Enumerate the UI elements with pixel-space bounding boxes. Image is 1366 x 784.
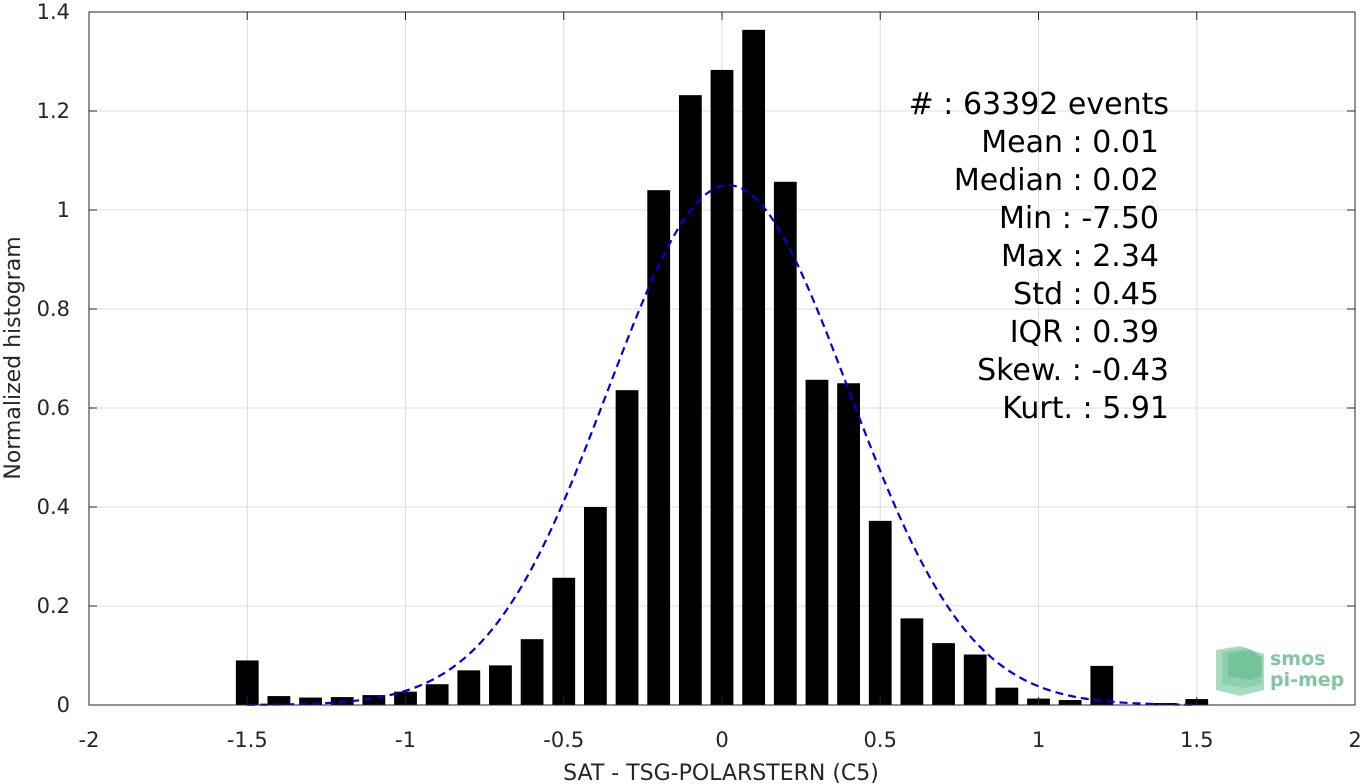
- smos-pi-mep-logo: smos pi-mep: [1216, 646, 1344, 696]
- y-tick-label: 1.4: [37, 0, 70, 24]
- histogram-bar: [773, 181, 797, 705]
- y-tick-label: 1: [57, 198, 70, 222]
- histogram-bar: [425, 684, 449, 705]
- x-tick-label: 1.5: [1180, 728, 1213, 752]
- y-tick-labels: 0 0.2 0.4 0.6 0.8 1 1.2 1.4: [37, 0, 70, 717]
- x-tick-label: 2: [1348, 728, 1361, 752]
- x-tick-label: -1: [395, 728, 416, 752]
- stat-line: IQR : 0.39: [1010, 315, 1159, 350]
- logo-icon: [1216, 646, 1264, 696]
- histogram-bar: [647, 190, 671, 705]
- histogram-bar: [552, 577, 576, 705]
- stat-line: Std : 0.45: [1013, 277, 1159, 312]
- axis-ticks: [88, 11, 1356, 706]
- y-tick-label: 0.2: [37, 594, 70, 618]
- x-axis-label: SAT - TSG-POLARSTERN (C5): [563, 761, 879, 784]
- histogram-bar: [868, 520, 892, 705]
- y-tick-label: 0.4: [37, 495, 70, 519]
- histogram-bar: [235, 660, 259, 705]
- histogram-bars: [235, 29, 1209, 706]
- histogram-bar: [267, 696, 291, 705]
- y-tick-label: 0.8: [37, 297, 70, 321]
- histogram-bar: [995, 687, 1019, 705]
- histogram-bar: [584, 507, 607, 705]
- y-tick-label: 1.2: [37, 99, 70, 123]
- logo-text-pimep: pi-mep: [1270, 669, 1344, 691]
- histogram-bar: [900, 618, 924, 705]
- stat-line: Max : 2.34: [1001, 239, 1159, 274]
- stat-line: Skew. : -0.43: [977, 353, 1169, 388]
- histogram-bar: [1090, 665, 1114, 705]
- x-tick-label: 0.5: [864, 728, 897, 752]
- histogram-bar: [299, 697, 322, 705]
- stat-line: Mean : 0.01: [981, 125, 1159, 160]
- y-axis-label: Normalized histogram: [1, 236, 26, 479]
- histogram-bar: [742, 29, 766, 705]
- histogram-bar: [932, 643, 955, 705]
- stat-line: Median : 0.02: [954, 163, 1159, 198]
- histogram-bar: [678, 95, 702, 705]
- histogram-bar: [457, 670, 481, 705]
- x-tick-label: -1.5: [227, 728, 268, 752]
- x-tick-label: -0.5: [543, 728, 584, 752]
- x-tick-label: 0: [715, 728, 728, 752]
- stat-line: Min : -7.50: [999, 201, 1159, 236]
- histogram-bar: [1058, 700, 1082, 705]
- histogram-bar: [963, 654, 987, 705]
- histogram-bar: [710, 69, 734, 706]
- histogram-bar: [615, 390, 639, 705]
- histogram-bar: [520, 639, 544, 705]
- gaussian-fit-curve: [247, 184, 1197, 706]
- x-tick-label: 1: [1032, 728, 1045, 752]
- y-tick-label: 0: [57, 693, 70, 717]
- x-tick-labels: -2 -1.5 -1 -0.5 0 0.5 1 1.5 2: [79, 728, 1362, 752]
- histogram-bar: [489, 665, 512, 705]
- histogram-bar: [805, 379, 829, 705]
- stat-line: # : 63392 events: [909, 87, 1169, 122]
- histogram-bar: [837, 383, 860, 705]
- y-tick-label: 0.6: [37, 396, 70, 420]
- stat-line: Kurt. : 5.91: [1002, 391, 1169, 426]
- logo-text-smos: smos: [1270, 648, 1325, 670]
- x-tick-label: -2: [79, 728, 100, 752]
- histogram-bar: [362, 695, 386, 705]
